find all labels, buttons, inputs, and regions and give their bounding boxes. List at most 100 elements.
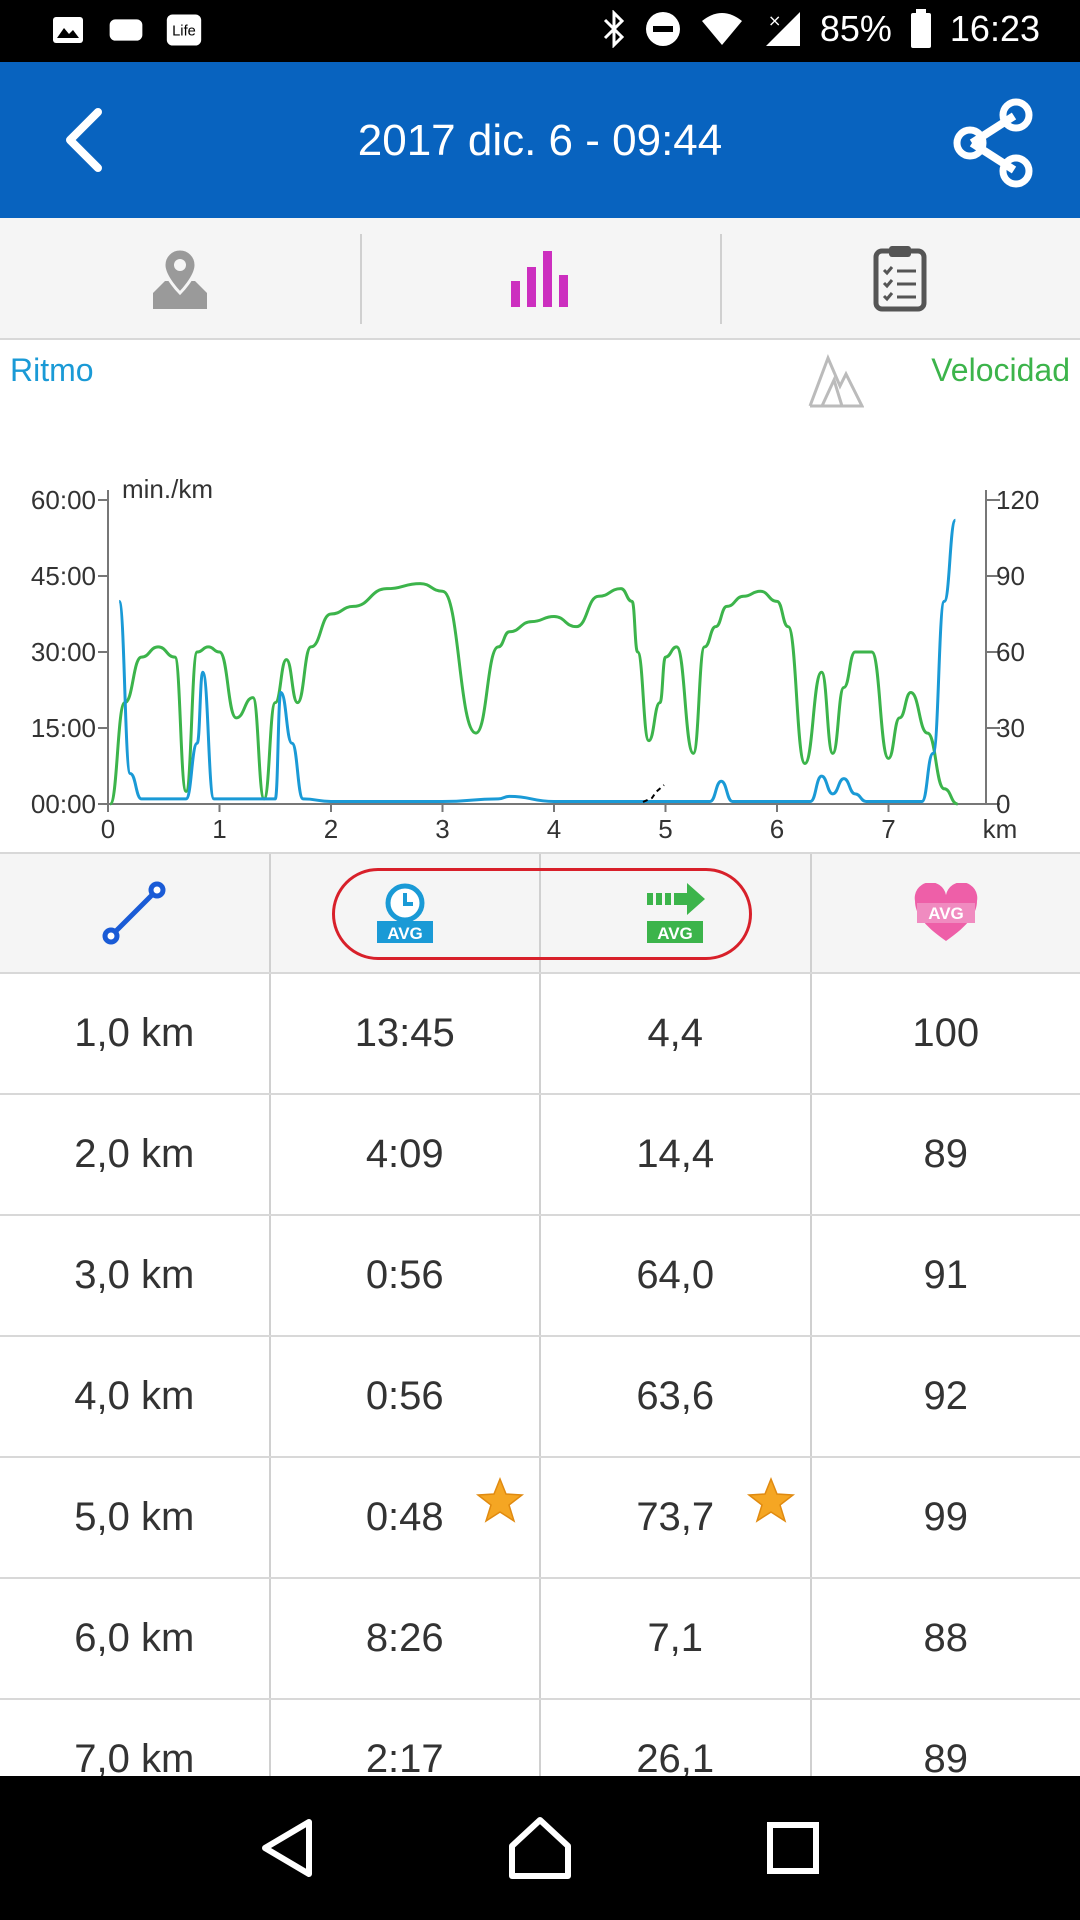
split-speed-value: 63,6 [636, 1374, 715, 1418]
split-pace: 0:48 [268, 1458, 540, 1577]
x-tick-label: 0 [101, 814, 115, 844]
split-distance-value: 2,0 km [74, 1132, 195, 1176]
battery-percent: 85% [819, 8, 892, 49]
elevation-icon[interactable] [808, 350, 864, 408]
split-pace: 8:26 [268, 1579, 540, 1698]
x-tick-label: 2 [324, 814, 338, 844]
split-speed-value: 26,1 [636, 1737, 715, 1776]
split-pace: 13:45 [268, 974, 540, 1093]
tab-map[interactable] [0, 218, 360, 338]
split-pace-value: 8:26 [365, 1616, 444, 1660]
table-row[interactable]: 4,0 km 0:56 63,6 92 [0, 1337, 1080, 1458]
y-right-tick-label: 60 [996, 637, 1025, 667]
splits-table-body: 1,0 km 13:45 4,4 100 2,0 km 4:09 14,4 89 3,0 km 0… [0, 974, 1080, 1776]
table-row[interactable]: 2,0 km 4:09 14,4 89 [0, 1095, 1080, 1216]
split-distance: 7,0 km [0, 1700, 269, 1776]
split-pace-value: 0:48 [365, 1495, 444, 1539]
x-unit-label: km [983, 814, 1018, 844]
avg-heart-label: AVG [928, 904, 964, 923]
table-row[interactable]: 7,0 km 2:17 26,1 89 [0, 1700, 1080, 1776]
home-icon [508, 1817, 571, 1879]
route-icon [102, 881, 166, 945]
split-heart-rate-value: 100 [912, 1011, 980, 1055]
split-heart-rate-value: 91 [923, 1253, 969, 1297]
do-not-disturb-icon [645, 12, 680, 46]
y-left-tick-label: 00:00 [31, 789, 96, 819]
column-avg-pace[interactable]: AVG [268, 854, 540, 972]
share-button[interactable] [950, 98, 1040, 188]
avg-speed-icon: AVG [647, 883, 706, 943]
y-right-tick-label: 120 [996, 485, 1039, 515]
nav-recents-button[interactable] [748, 1803, 838, 1893]
app-bar: 2017 dic. 6 - 09:44 [0, 62, 1080, 218]
y-right-tick-label: 30 [996, 713, 1025, 743]
best-star-icon [475, 1476, 525, 1526]
marker-dash [642, 784, 665, 803]
avg-time-icon: AVG [376, 883, 433, 943]
split-pace-value: 4:09 [365, 1132, 444, 1176]
share-icon [953, 98, 1033, 188]
split-heart-rate: 92 [809, 1337, 1080, 1456]
legend-pace[interactable]: Ritmo [10, 352, 94, 388]
split-distance: 3,0 km [0, 1216, 269, 1335]
y-right-tick-label: 0 [996, 789, 1010, 819]
split-speed: 7,1 [539, 1579, 810, 1698]
split-heart-rate-value: 89 [923, 1737, 969, 1776]
tab-summary[interactable] [720, 218, 1080, 338]
legend-speed[interactable]: Velocidad [931, 352, 1070, 388]
wifi-icon [701, 13, 742, 45]
image-icon [50, 12, 86, 48]
splits-table-header: AVG AVG AVG [0, 852, 1080, 974]
split-speed: 63,6 [539, 1337, 810, 1456]
lifeapp-label: Life [172, 24, 196, 40]
split-pace: 4:09 [268, 1095, 540, 1214]
map-pin-icon [153, 247, 207, 309]
back-button[interactable] [50, 102, 120, 178]
signal-icon: × [765, 11, 800, 46]
split-distance-value: 4,0 km [74, 1374, 195, 1418]
nav-home-button[interactable] [495, 1803, 585, 1893]
split-heart-rate-value: 88 [923, 1616, 969, 1660]
table-row[interactable]: 6,0 km 8:26 7,1 88 [0, 1579, 1080, 1700]
recents-icon [767, 1822, 820, 1874]
table-row[interactable]: 1,0 km 13:45 4,4 100 [0, 974, 1080, 1095]
svg-text:×: × [768, 11, 781, 30]
split-speed: 73,7 [539, 1458, 810, 1577]
split-speed-value: 73,7 [636, 1495, 715, 1539]
split-distance: 2,0 km [0, 1095, 269, 1214]
split-pace-value: 0:56 [365, 1253, 444, 1297]
split-pace-value: 13:45 [354, 1011, 455, 1055]
split-distance-value: 5,0 km [74, 1495, 195, 1539]
speed-series-line [108, 582, 959, 806]
back-triangle-icon [261, 1819, 312, 1877]
pace-series-line [117, 518, 957, 803]
page-title: 2017 dic. 6 - 09:44 [357, 116, 723, 165]
split-speed-value: 14,4 [636, 1132, 715, 1176]
chart-area: Ritmo Velocidad 60:00 45:00 30:00 15:00 00:0… [0, 342, 1080, 852]
split-pace: 0:56 [268, 1216, 540, 1335]
nav-back-button[interactable] [242, 1803, 332, 1893]
view-tabs [0, 218, 1080, 340]
tab-charts[interactable] [360, 218, 720, 338]
split-speed-value: 7,1 [647, 1616, 704, 1660]
split-heart-rate: 99 [809, 1458, 1080, 1577]
split-distance: 5,0 km [0, 1458, 269, 1577]
split-distance-value: 7,0 km [74, 1737, 195, 1776]
column-distance[interactable] [0, 854, 269, 972]
split-heart-rate-value: 89 [923, 1132, 969, 1176]
column-avg-speed[interactable]: AVG [539, 854, 810, 972]
table-row[interactable]: 3,0 km 0:56 64,0 91 [0, 1216, 1080, 1337]
split-pace: 2:17 [268, 1700, 540, 1776]
split-speed: 26,1 [539, 1700, 810, 1776]
x-tick-label: 4 [547, 814, 561, 844]
chevron-left-icon [66, 108, 102, 172]
column-avg-heart-rate[interactable]: AVG [809, 854, 1080, 972]
bluetooth-icon [603, 10, 624, 48]
y-unit-label: min./km [122, 474, 213, 504]
y-left-tick-label: 15:00 [31, 713, 96, 743]
x-tick-label: 7 [881, 814, 895, 844]
split-heart-rate: 88 [809, 1579, 1080, 1698]
avg-time-label: AVG [387, 924, 423, 943]
table-row[interactable]: 5,0 km 0:48 73,7 99 [0, 1458, 1080, 1579]
clock: 16:23 [949, 8, 1040, 49]
